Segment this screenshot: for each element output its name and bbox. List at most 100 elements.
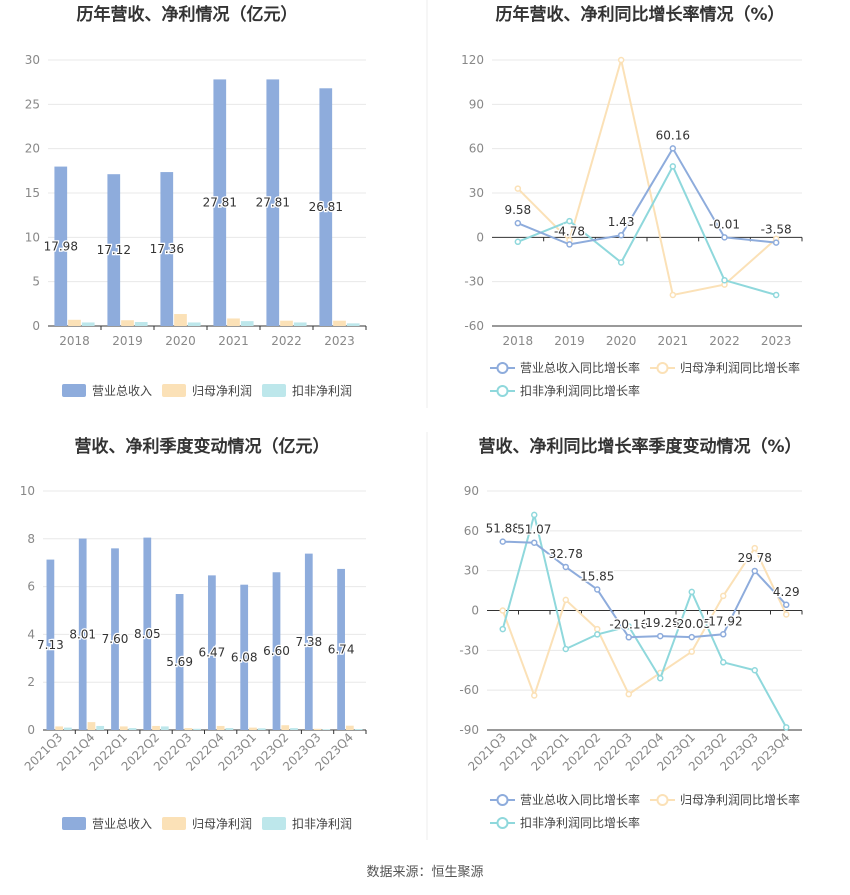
bar-3 — [257, 728, 266, 730]
x-tick-label: 2022 — [709, 334, 740, 348]
series-point-1 — [499, 538, 506, 545]
legend-item-1: 营业总收入 — [62, 384, 152, 398]
legend-swatch-point — [656, 794, 669, 806]
y-tick-label: -60 — [464, 319, 484, 333]
legend-swatch-point — [656, 362, 669, 374]
bar-1 — [213, 79, 227, 326]
legend-label: 营业总收入同比增长率 — [520, 360, 640, 375]
y-tick-label: 4 — [27, 627, 35, 641]
chart-title: 历年营收、净利情况（亿元） — [77, 4, 298, 25]
y-tick-label: 0 — [471, 604, 479, 618]
bar-3 — [81, 322, 95, 326]
legend-item-3: 扣非净利润同比增长率 — [490, 383, 640, 398]
bar-1 — [46, 559, 55, 730]
series-point-3 — [617, 259, 625, 266]
chart-panel-2: 历年营收、净利同比增长率情况（%） -60 -30 0 30 60 90 120 2018 201… — [461, 4, 803, 398]
y-tick-label: 25 — [25, 97, 40, 111]
legend-label: 归母净利润 — [192, 384, 252, 398]
legend-item-3: 扣非净利润 — [262, 817, 352, 831]
bar-1 — [160, 172, 174, 326]
series-point-3 — [566, 217, 573, 225]
series-point-1 — [721, 234, 728, 241]
bar-2 — [152, 725, 160, 730]
point-value-label: -17.92 — [704, 614, 743, 628]
series-point-3 — [531, 511, 538, 519]
series-point-2 — [617, 56, 625, 64]
bar-3 — [240, 321, 254, 326]
legend-item-2: 归母净利润 — [162, 817, 252, 831]
series-point-2 — [783, 611, 790, 618]
y-tick-label: -60 — [459, 683, 479, 697]
legend-item-2: 归母净利润同比增长率 — [650, 792, 800, 807]
y-tick-label: -90 — [459, 723, 479, 737]
series-point-3 — [657, 674, 664, 682]
x-tick-label: 2023 — [761, 334, 792, 348]
series-line-3 — [501, 514, 788, 728]
series-point-3 — [720, 659, 727, 666]
y-tick-label: 0 — [27, 723, 35, 737]
legend-label: 扣非净利润 — [292, 384, 352, 398]
series-point-2 — [688, 648, 695, 655]
point-value-label: -0.01 — [709, 217, 740, 231]
series-point-1 — [688, 633, 695, 641]
bar-2 — [174, 314, 187, 326]
x-tick-label: 2019 — [554, 334, 585, 348]
y-tick-label: 10 — [25, 230, 40, 244]
y-tick-label: 30 — [464, 564, 479, 578]
bar-2 — [345, 725, 354, 730]
y-tick-label: 30 — [469, 186, 484, 200]
bar-3 — [160, 726, 169, 730]
bar-value-label: 26.81 — [309, 200, 343, 214]
y-tick-label: 6 — [27, 580, 35, 594]
series-point-2 — [531, 692, 538, 699]
legend-label: 营业总收入 — [92, 384, 152, 398]
y-tick-label: 15 — [25, 186, 40, 200]
y-tick-label: -30 — [459, 643, 479, 657]
chart-title: 营收、净利同比增长率季度变动情况（%） — [478, 436, 801, 457]
bar-value-label: 27.81 — [256, 196, 290, 210]
series-point-2 — [625, 690, 632, 698]
y-tick-label: 0 — [476, 230, 484, 244]
legend-label: 营业总收入同比增长率 — [520, 792, 640, 807]
y-tick-label: 90 — [464, 484, 479, 498]
series-point-1 — [625, 634, 632, 641]
legend-label: 归母净利润 — [192, 817, 252, 831]
bar-value-label: 27.81 — [203, 196, 237, 210]
data-source-footer: 数据来源：恒生聚源 — [366, 865, 484, 880]
legend-label: 归母净利润同比增长率 — [680, 792, 800, 807]
series-point-1 — [720, 631, 727, 638]
x-tick-label: 2022 — [271, 334, 302, 348]
bar-2 — [216, 725, 225, 730]
series-point-1 — [772, 239, 780, 246]
bar-value-label: 6.08 — [231, 650, 258, 664]
bar-3 — [187, 322, 201, 326]
y-tick-label: -30 — [464, 275, 484, 289]
series-point-1 — [669, 145, 677, 152]
y-tick-label: 20 — [25, 142, 40, 156]
series-point-2 — [514, 185, 522, 192]
bar-value-label: 8.01 — [69, 627, 96, 641]
legend-swatch — [62, 384, 86, 397]
point-value-label: 9.58 — [504, 203, 531, 217]
bar-2 — [313, 728, 322, 730]
series-point-3 — [562, 645, 569, 653]
y-tick-label: 8 — [27, 532, 35, 546]
legend-label: 扣非净利润同比增长率 — [520, 383, 640, 398]
bar-2 — [227, 318, 240, 326]
legend-item-1: 营业总收入同比增长率 — [490, 360, 640, 375]
legend-item-3: 扣非净利润 — [262, 384, 352, 398]
series-point-1 — [594, 586, 601, 593]
y-tick-label: 60 — [469, 142, 484, 156]
legend-swatch-point — [496, 794, 509, 806]
bar-value-label: 17.98 — [44, 239, 78, 253]
series-point-1 — [566, 241, 573, 248]
bar-1 — [304, 553, 313, 730]
point-value-label: 32.78 — [549, 547, 583, 561]
bar-1 — [107, 174, 121, 326]
series-point-3 — [669, 163, 677, 170]
x-tick-label: 2023 — [324, 334, 355, 348]
legend-item-3: 扣非净利润同比增长率 — [490, 815, 640, 830]
bar-2 — [280, 320, 293, 326]
bar-2 — [87, 722, 96, 730]
chart-panel-3: 营收、净利季度变动情况（亿元）02468102021Q32021Q42022Q1… — [20, 436, 367, 831]
